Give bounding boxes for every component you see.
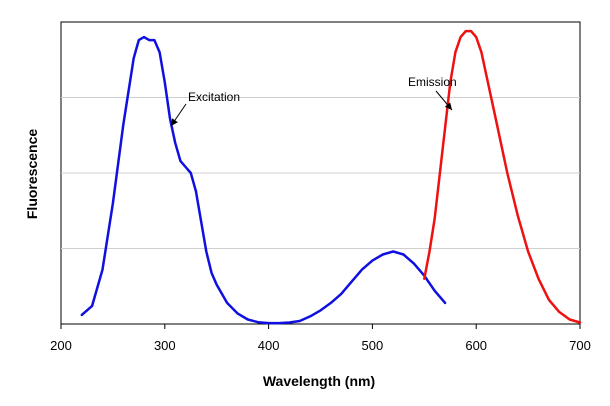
annotations: Excitation Emission [170,75,457,127]
x-tick-label: 500 [362,338,384,353]
excitation-annotation-arrowhead [171,118,178,126]
x-axis-title: Wavelength (nm) [263,373,375,389]
excitation-series-line [80,35,447,325]
y-axis-title: Fluorescence [24,129,40,219]
x-tick-label: 300 [154,338,176,353]
x-axis: 200 300 400 500 600 700 [50,324,591,353]
x-tick-label: 400 [258,338,280,353]
x-tick-label: 600 [465,338,487,353]
emission-annotation-label: Emission [408,75,457,89]
emission-annotation-arrowhead [444,102,452,110]
x-tick-label: 700 [569,338,591,353]
series-lines [80,29,582,325]
emission-series-line [423,29,582,324]
x-tick-label: 200 [50,338,72,353]
excitation-annotation-label: Excitation [188,90,240,104]
gridlines [61,97,580,249]
